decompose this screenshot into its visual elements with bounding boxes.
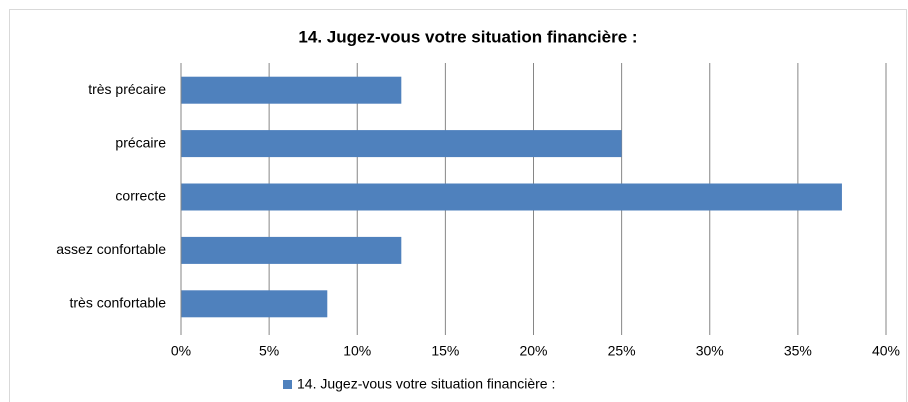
y-tick-label: assez confortable (56, 241, 166, 257)
x-tick-label: 30% (696, 343, 724, 359)
x-tick-label: 20% (519, 343, 547, 359)
x-tick-label: 15% (431, 343, 459, 359)
bar (181, 236, 402, 264)
bar (181, 183, 842, 211)
x-tick-label: 0% (171, 343, 191, 359)
x-tick-label: 5% (259, 343, 279, 359)
x-tick-label: 35% (784, 343, 812, 359)
x-tick-label: 40% (872, 343, 900, 359)
y-tick-label: très confortable (70, 295, 167, 311)
bar (181, 76, 402, 104)
bar (181, 290, 328, 318)
y-tick-label: très précaire (88, 81, 166, 97)
x-tick-label: 10% (343, 343, 371, 359)
legend-swatch (283, 380, 292, 389)
legend-label: 14. Jugez-vous votre situation financièr… (297, 376, 555, 392)
y-tick-label: précaire (115, 134, 166, 150)
chart-border (9, 9, 907, 402)
bar (181, 130, 622, 158)
x-tick-label: 25% (608, 343, 636, 359)
chart-title: 14. Jugez-vous votre situation financièr… (298, 27, 637, 46)
y-tick-label: correcte (115, 188, 166, 204)
